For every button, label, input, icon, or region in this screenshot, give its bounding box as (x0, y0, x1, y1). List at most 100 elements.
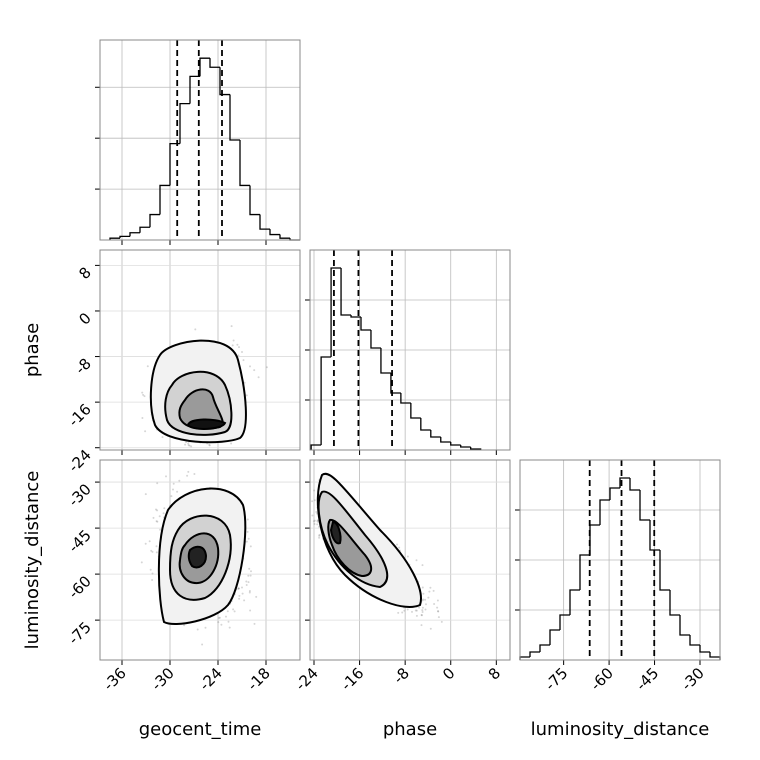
x-tick-label: -30 (148, 664, 178, 694)
sample-point (231, 344, 234, 347)
sample-point (176, 490, 179, 493)
sample-point (242, 359, 245, 362)
sample-point (144, 493, 147, 496)
sample-point (237, 354, 240, 357)
x-axis-label: luminosity_distance (531, 719, 710, 740)
sample-point (237, 587, 240, 590)
x-axis-label: geocent_time (139, 719, 262, 740)
sample-point (165, 475, 167, 478)
sample-point (401, 611, 404, 614)
sample-point (184, 443, 187, 446)
hist-step (579, 554, 590, 590)
sample-point (237, 587, 240, 590)
sample-point (427, 596, 430, 599)
sample-point (397, 611, 400, 614)
sample-point (415, 559, 418, 562)
sample-point (163, 507, 166, 510)
sample-point (406, 608, 409, 611)
sample-point (246, 530, 249, 533)
sample-point (217, 617, 220, 619)
sample-point (228, 626, 231, 629)
panel-frame (99, 249, 301, 451)
hist-step (179, 102, 190, 144)
sample-point (204, 626, 207, 629)
x-tick-label: -30 (678, 664, 708, 694)
hist-step (320, 356, 332, 445)
sample-point (437, 610, 440, 613)
sample-point (208, 443, 211, 446)
sample-point (172, 488, 174, 491)
sample-point (316, 519, 319, 522)
sample-point (201, 643, 204, 646)
hist-step (189, 75, 200, 104)
hist-step (609, 487, 620, 500)
sample-point (247, 581, 250, 584)
sample-point (149, 568, 152, 571)
sample-point (159, 528, 162, 531)
hist-step (639, 490, 650, 521)
hist-step (149, 213, 160, 228)
sample-point (257, 376, 260, 379)
hist-step (330, 267, 342, 357)
sample-point (226, 610, 229, 613)
hist-step (380, 348, 391, 374)
panel-frame (309, 459, 511, 661)
sample-point (420, 614, 423, 617)
hist-step (599, 499, 610, 525)
sample-point (188, 444, 191, 447)
sample-point (398, 546, 401, 549)
panel-frame (519, 459, 721, 661)
hist-step (109, 237, 120, 240)
sample-point (156, 482, 159, 485)
sample-point (187, 470, 190, 473)
sample-point (220, 623, 223, 626)
sample-point (217, 621, 220, 624)
sample-point (411, 610, 413, 613)
sample-point (248, 591, 251, 594)
sample-point (433, 603, 436, 605)
sample-point (396, 543, 398, 546)
sample-point (187, 442, 190, 445)
sample-point (142, 393, 145, 396)
sample-point (415, 614, 418, 617)
contours-distance-phase (316, 472, 422, 608)
sample-point (243, 599, 246, 602)
sample-point (414, 609, 417, 612)
sample-point (190, 445, 193, 448)
x-tick-label: -18 (244, 664, 274, 694)
sample-point (241, 586, 243, 589)
sample-point (230, 442, 233, 445)
sample-point (421, 586, 424, 589)
y-axis-label: phase (22, 323, 43, 377)
sample-point (155, 508, 157, 511)
sample-point (248, 567, 251, 570)
hist-step (569, 589, 580, 615)
hist-step (450, 442, 461, 446)
sample-point (253, 622, 256, 625)
sample-point (186, 474, 189, 477)
sample-point (250, 570, 252, 573)
hist-step (629, 478, 640, 491)
sample-point (178, 479, 181, 482)
hist-step (460, 445, 471, 448)
sample-point (246, 518, 249, 521)
contour (187, 545, 208, 569)
hist-step (269, 229, 280, 236)
sample-point (183, 624, 186, 627)
sample-point (249, 609, 252, 612)
sample-point (155, 551, 158, 554)
sample-point (143, 395, 146, 398)
hist-step (259, 214, 270, 230)
sample-point (225, 615, 227, 618)
sample-point (311, 514, 314, 517)
hist-step (340, 268, 352, 316)
sample-point (170, 495, 173, 498)
hist-step (589, 524, 600, 555)
sample-point (152, 516, 155, 519)
sample-point (232, 339, 235, 342)
sample-point (316, 520, 319, 523)
sample-point (144, 542, 147, 545)
sample-point (436, 606, 439, 609)
x-tick-label: -24 (196, 664, 226, 694)
sample-point (151, 550, 154, 553)
